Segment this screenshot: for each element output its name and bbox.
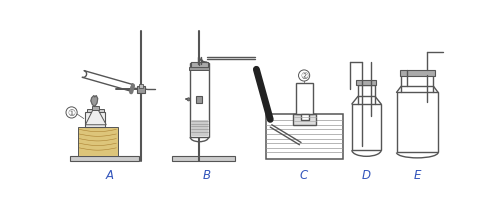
Text: C: C [300,168,308,181]
Polygon shape [86,107,106,125]
Text: E: E [414,168,421,181]
Bar [301,114,309,121]
Bar [86,112,105,127]
Bar [358,85,375,97]
Bar [196,97,202,104]
Bar [294,114,317,125]
Text: ①: ① [68,108,76,117]
Bar [266,114,343,159]
Bar [401,76,433,87]
Text: B: B [202,168,210,181]
Bar [70,156,139,161]
Text: ②: ② [300,72,308,81]
Bar [172,156,235,161]
Bar [78,127,118,156]
Bar [400,71,435,77]
Bar [137,87,145,94]
Bar [297,84,313,114]
Bar [357,81,376,86]
Bar [87,110,104,113]
Bar [191,63,208,69]
Text: D: D [362,168,371,181]
Bar [352,104,381,150]
Ellipse shape [187,98,190,101]
Text: A: A [106,168,114,181]
Polygon shape [91,96,98,107]
Bar [189,68,209,71]
Bar [396,93,438,153]
Bar [139,85,143,88]
Bar [191,121,208,136]
Bar [190,64,208,137]
Bar [92,107,99,111]
